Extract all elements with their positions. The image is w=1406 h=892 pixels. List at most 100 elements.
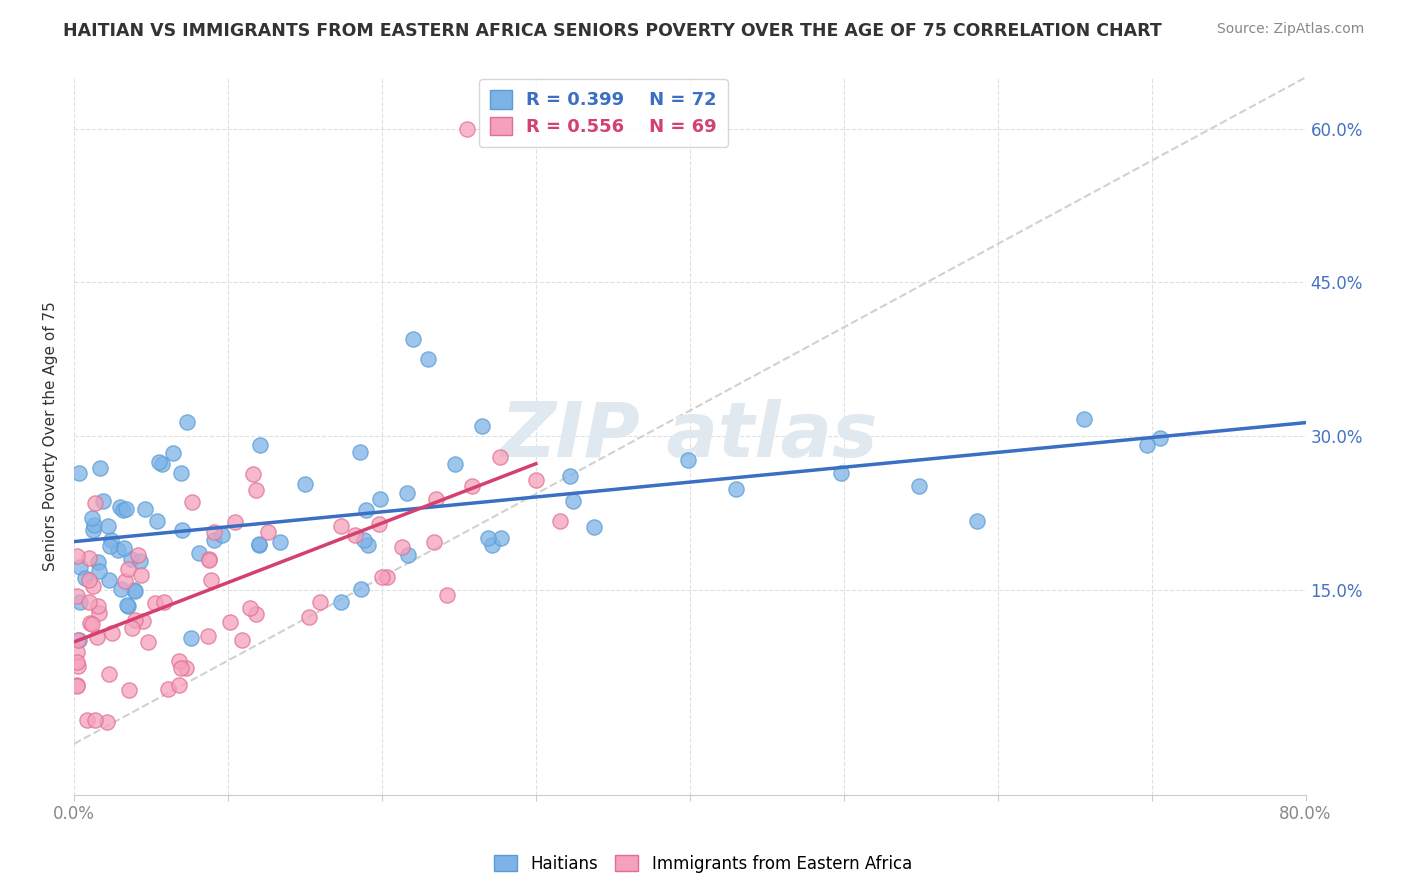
Point xyxy=(100,533,122,547)
Point xyxy=(239,601,262,615)
Point xyxy=(172,523,194,537)
Point xyxy=(153,595,176,609)
Point xyxy=(377,570,399,584)
Point xyxy=(231,632,253,647)
Point xyxy=(134,501,156,516)
Point xyxy=(117,598,139,612)
Point xyxy=(136,634,159,648)
Point xyxy=(247,538,270,552)
Point xyxy=(162,445,184,459)
Point xyxy=(124,613,146,627)
Point xyxy=(122,582,145,597)
Point xyxy=(418,352,440,367)
Point xyxy=(96,715,118,730)
Point xyxy=(425,491,447,506)
Point xyxy=(357,538,380,552)
Point xyxy=(67,467,90,481)
Point xyxy=(202,533,225,547)
Point xyxy=(524,473,547,487)
Point xyxy=(127,548,149,562)
Point xyxy=(269,535,291,549)
Point xyxy=(80,617,103,632)
Point xyxy=(110,582,132,597)
Point xyxy=(436,588,458,602)
Point xyxy=(491,531,513,545)
Point xyxy=(89,461,111,475)
Point xyxy=(128,554,150,568)
Point xyxy=(219,615,242,630)
Point xyxy=(86,630,108,644)
Point xyxy=(1136,438,1159,452)
Point xyxy=(98,539,121,553)
Text: ZIP atlas: ZIP atlas xyxy=(501,400,879,474)
Point xyxy=(180,631,202,645)
Point xyxy=(66,679,89,693)
Point xyxy=(471,418,494,433)
Point xyxy=(121,621,143,635)
Point xyxy=(66,589,89,603)
Legend: Haitians, Immigrants from Eastern Africa: Haitians, Immigrants from Eastern Africa xyxy=(488,848,918,880)
Point xyxy=(110,500,132,514)
Point xyxy=(114,574,136,589)
Point xyxy=(402,332,425,346)
Text: HAITIAN VS IMMIGRANTS FROM EASTERN AFRICA SENIORS POVERTY OVER THE AGE OF 75 COR: HAITIAN VS IMMIGRANTS FROM EASTERN AFRIC… xyxy=(63,22,1161,40)
Point xyxy=(308,595,330,609)
Point xyxy=(143,596,166,610)
Point xyxy=(391,540,413,554)
Point xyxy=(120,552,142,566)
Point xyxy=(211,528,233,542)
Point xyxy=(97,519,120,533)
Point xyxy=(150,457,173,471)
Point xyxy=(83,496,105,510)
Point xyxy=(1149,430,1171,444)
Point xyxy=(82,579,104,593)
Point xyxy=(132,614,155,628)
Point xyxy=(66,549,89,564)
Point xyxy=(349,445,371,459)
Point xyxy=(79,615,101,630)
Point xyxy=(396,549,419,563)
Point xyxy=(294,476,316,491)
Point xyxy=(89,606,111,620)
Point xyxy=(298,610,321,624)
Point xyxy=(200,573,222,587)
Point xyxy=(197,551,219,566)
Point xyxy=(367,517,389,532)
Point xyxy=(167,678,190,692)
Point xyxy=(87,555,110,569)
Point xyxy=(98,667,121,681)
Point xyxy=(84,714,107,728)
Point xyxy=(330,519,353,533)
Point xyxy=(396,485,419,500)
Point xyxy=(67,632,90,647)
Point xyxy=(550,514,572,528)
Point xyxy=(118,682,141,697)
Point xyxy=(198,553,221,567)
Point xyxy=(350,582,373,597)
Point xyxy=(245,483,267,497)
Point xyxy=(477,531,499,545)
Point xyxy=(69,595,91,609)
Point xyxy=(202,525,225,540)
Point xyxy=(87,564,110,578)
Y-axis label: Seniors Poverty Over the Age of 75: Seniors Poverty Over the Age of 75 xyxy=(44,301,58,571)
Point xyxy=(1073,412,1095,426)
Point xyxy=(98,574,121,588)
Point xyxy=(249,438,271,452)
Point xyxy=(156,682,179,697)
Point xyxy=(908,478,931,492)
Point xyxy=(582,520,605,534)
Point xyxy=(169,654,191,668)
Point xyxy=(117,561,139,575)
Legend: R = 0.399    N = 72, R = 0.556    N = 69: R = 0.399 N = 72, R = 0.556 N = 69 xyxy=(479,79,728,147)
Point xyxy=(75,571,97,585)
Point xyxy=(422,534,444,549)
Point xyxy=(368,491,391,506)
Point xyxy=(371,570,394,584)
Point xyxy=(174,661,197,675)
Point xyxy=(830,466,852,480)
Point xyxy=(247,537,270,551)
Point xyxy=(117,599,139,613)
Point xyxy=(83,518,105,533)
Point xyxy=(66,645,89,659)
